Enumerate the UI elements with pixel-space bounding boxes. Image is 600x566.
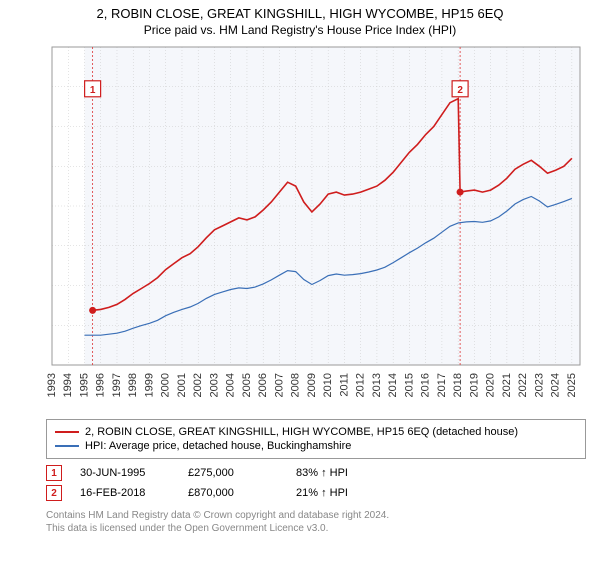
transaction-price: £870,000 xyxy=(188,487,278,499)
chart-area: £0£200K£400K£600K£800K£1M£1.2M£1.4M£1.6M… xyxy=(46,41,586,411)
transaction-row: 2 16-FEB-2018 £870,000 21% ↑ HPI xyxy=(46,485,586,501)
chart-title: 2, ROBIN CLOSE, GREAT KINGSHILL, HIGH WY… xyxy=(0,6,600,21)
svg-text:2002: 2002 xyxy=(192,373,204,397)
transaction-row: 1 30-JUN-1995 £275,000 83% ↑ HPI xyxy=(46,465,586,481)
legend-label: HPI: Average price, detached house, Buck… xyxy=(85,440,351,452)
svg-text:2011: 2011 xyxy=(338,373,350,397)
transaction-marker: 1 xyxy=(46,465,62,481)
legend-row: HPI: Average price, detached house, Buck… xyxy=(55,440,577,452)
svg-text:2021: 2021 xyxy=(501,373,513,397)
svg-text:2015: 2015 xyxy=(403,373,415,397)
svg-text:2001: 2001 xyxy=(176,373,188,397)
svg-text:2023: 2023 xyxy=(533,373,545,397)
svg-text:2019: 2019 xyxy=(468,373,480,397)
legend-row: 2, ROBIN CLOSE, GREAT KINGSHILL, HIGH WY… xyxy=(55,426,577,438)
svg-text:2017: 2017 xyxy=(436,373,448,397)
svg-text:1998: 1998 xyxy=(127,373,139,397)
svg-text:1999: 1999 xyxy=(143,373,155,397)
attribution: Contains HM Land Registry data © Crown c… xyxy=(46,509,586,535)
legend-swatch xyxy=(55,445,79,447)
transaction-hpi: 83% ↑ HPI xyxy=(296,467,386,479)
legend-swatch xyxy=(55,431,79,433)
svg-text:2014: 2014 xyxy=(387,373,399,397)
svg-text:2010: 2010 xyxy=(322,373,334,397)
svg-text:2013: 2013 xyxy=(371,373,383,397)
svg-text:2: 2 xyxy=(457,85,463,96)
transaction-price: £275,000 xyxy=(188,467,278,479)
svg-text:2007: 2007 xyxy=(273,373,285,397)
svg-text:2018: 2018 xyxy=(452,373,464,397)
svg-text:2005: 2005 xyxy=(241,373,253,397)
svg-text:2025: 2025 xyxy=(566,373,578,397)
line-chart-svg: £0£200K£400K£600K£800K£1M£1.2M£1.4M£1.6M… xyxy=(46,41,586,411)
svg-text:1995: 1995 xyxy=(78,373,90,397)
transactions-table: 1 30-JUN-1995 £275,000 83% ↑ HPI 2 16-FEB-201… xyxy=(46,465,586,501)
svg-text:1: 1 xyxy=(90,85,96,96)
svg-text:2004: 2004 xyxy=(225,373,237,397)
svg-text:2020: 2020 xyxy=(485,373,497,397)
svg-text:2006: 2006 xyxy=(257,373,269,397)
svg-text:2000: 2000 xyxy=(160,373,172,397)
legend-label: 2, ROBIN CLOSE, GREAT KINGSHILL, HIGH WY… xyxy=(85,426,518,438)
svg-text:2016: 2016 xyxy=(420,373,432,397)
legend: 2, ROBIN CLOSE, GREAT KINGSHILL, HIGH WY… xyxy=(46,419,586,459)
transaction-date: 30-JUN-1995 xyxy=(80,467,170,479)
svg-text:1993: 1993 xyxy=(46,373,58,397)
svg-text:2024: 2024 xyxy=(550,373,562,397)
svg-text:2003: 2003 xyxy=(208,373,220,397)
svg-text:1996: 1996 xyxy=(95,373,107,397)
svg-text:1994: 1994 xyxy=(62,373,74,397)
svg-text:2009: 2009 xyxy=(306,373,318,397)
transaction-hpi: 21% ↑ HPI xyxy=(296,487,386,499)
chart-subtitle: Price paid vs. HM Land Registry's House … xyxy=(0,23,600,37)
svg-text:2012: 2012 xyxy=(355,373,367,397)
attribution-line: This data is licensed under the Open Gov… xyxy=(46,522,586,535)
svg-text:2022: 2022 xyxy=(517,373,529,397)
transaction-marker: 2 xyxy=(46,485,62,501)
svg-text:1997: 1997 xyxy=(111,373,123,397)
transaction-date: 16-FEB-2018 xyxy=(80,487,170,499)
attribution-line: Contains HM Land Registry data © Crown c… xyxy=(46,509,586,522)
svg-text:2008: 2008 xyxy=(290,373,302,397)
